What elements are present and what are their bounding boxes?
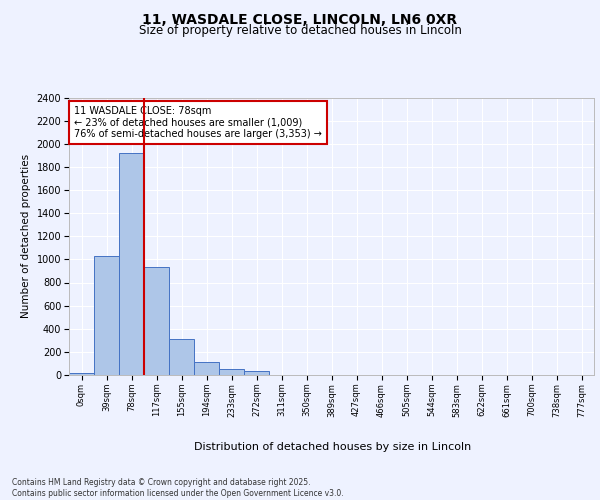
Bar: [219, 368, 244, 375]
Text: 11 WASDALE CLOSE: 78sqm
← 23% of detached houses are smaller (1,009)
76% of semi: 11 WASDALE CLOSE: 78sqm ← 23% of detache…: [74, 106, 322, 139]
Text: Distribution of detached houses by size in Lincoln: Distribution of detached houses by size …: [194, 442, 472, 452]
Bar: [244, 371, 269, 375]
Text: 11, WASDALE CLOSE, LINCOLN, LN6 0XR: 11, WASDALE CLOSE, LINCOLN, LN6 0XR: [142, 12, 458, 26]
Text: Contains HM Land Registry data © Crown copyright and database right 2025.
Contai: Contains HM Land Registry data © Crown c…: [12, 478, 344, 498]
Bar: [119, 153, 144, 375]
Y-axis label: Number of detached properties: Number of detached properties: [21, 154, 31, 318]
Bar: [194, 362, 219, 375]
Bar: [169, 338, 194, 375]
Bar: [94, 256, 119, 375]
Bar: [144, 268, 169, 375]
Text: Size of property relative to detached houses in Lincoln: Size of property relative to detached ho…: [139, 24, 461, 37]
Bar: [69, 372, 94, 375]
